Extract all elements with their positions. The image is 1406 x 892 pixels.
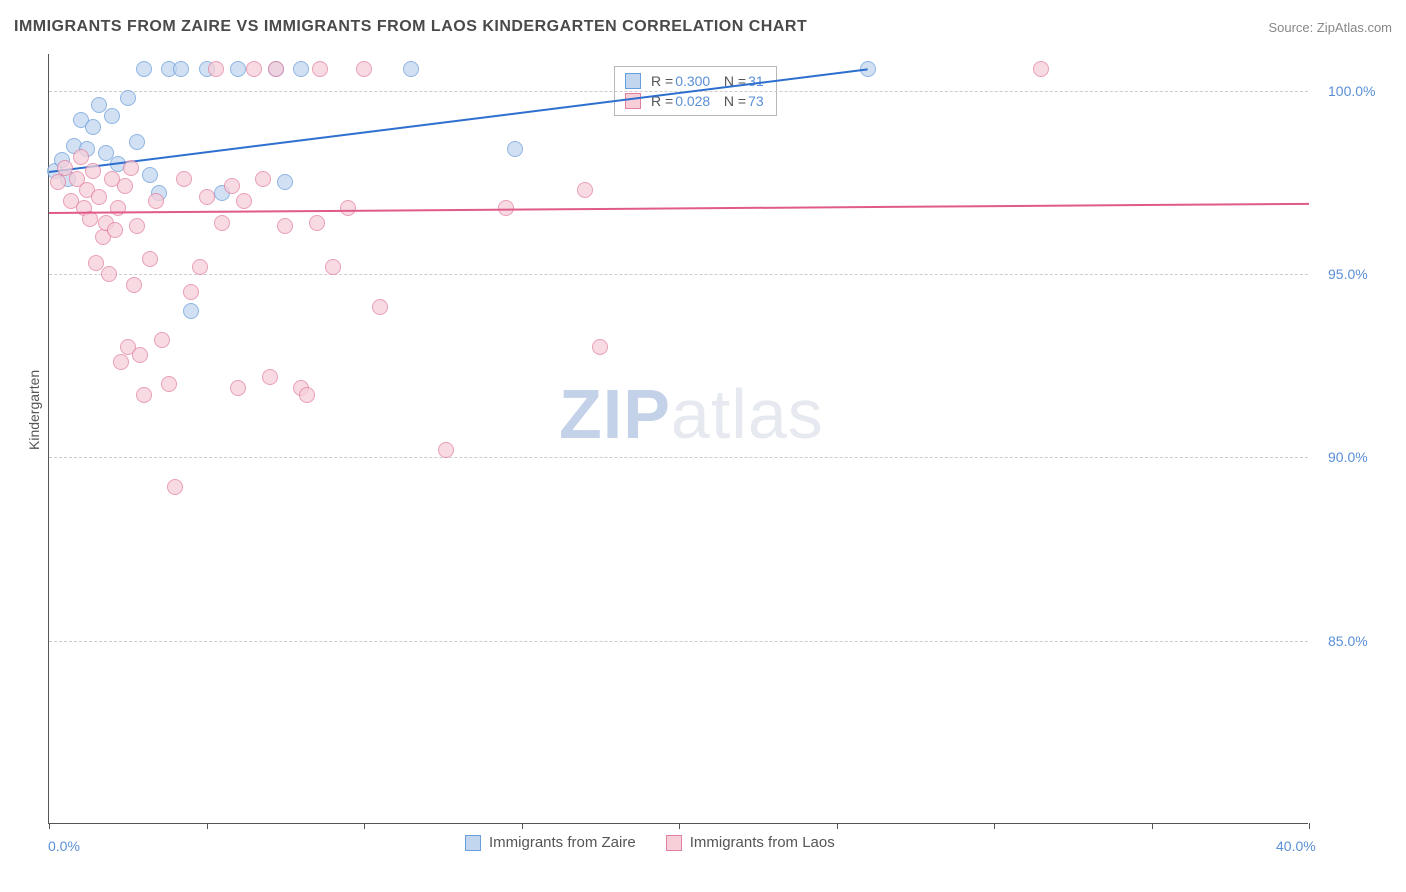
legend-text: R = 0.300 N = 31 (651, 73, 766, 89)
bottom-legend-item: Immigrants from Laos (666, 834, 835, 851)
data-point (438, 442, 454, 458)
x-tick (522, 823, 523, 829)
data-point (104, 108, 120, 124)
data-point (255, 171, 271, 187)
data-point (117, 178, 133, 194)
data-point (312, 61, 328, 77)
data-point (85, 119, 101, 135)
data-point (236, 193, 252, 209)
y-axis-label: Kindergarten (26, 370, 42, 450)
y-gridline (49, 641, 1308, 642)
legend-swatch (625, 73, 641, 89)
data-point (199, 189, 215, 205)
data-point (224, 178, 240, 194)
y-tick-label: 90.0% (1328, 449, 1368, 465)
data-point (372, 299, 388, 315)
data-point (183, 284, 199, 300)
watermark: ZIPatlas (559, 374, 824, 454)
series-legend: Immigrants from Zaire Immigrants from Lao… (465, 834, 835, 851)
data-point (293, 61, 309, 77)
data-point (214, 215, 230, 231)
data-point (161, 376, 177, 392)
legend-text: R = 0.028 N = 73 (651, 93, 766, 109)
data-point (356, 61, 372, 77)
data-point (107, 222, 123, 238)
data-point (167, 479, 183, 495)
data-point (340, 200, 356, 216)
data-point (403, 61, 419, 77)
y-tick-label: 95.0% (1328, 266, 1368, 282)
x-tick (679, 823, 680, 829)
data-point (230, 380, 246, 396)
y-gridline (49, 457, 1308, 458)
data-point (299, 387, 315, 403)
data-point (142, 251, 158, 267)
data-point (208, 61, 224, 77)
data-point (113, 354, 129, 370)
bottom-legend-label: Immigrants from Zaire (489, 834, 636, 851)
data-point (592, 339, 608, 355)
data-point (246, 61, 262, 77)
data-point (577, 182, 593, 198)
bottom-legend-item: Immigrants from Zaire (465, 834, 636, 851)
header-bar: IMMIGRANTS FROM ZAIRE VS IMMIGRANTS FROM… (14, 18, 1392, 36)
legend-row: R = 0.300 N = 31 (625, 71, 766, 91)
data-point (262, 369, 278, 385)
y-tick-label: 100.0% (1328, 83, 1375, 99)
data-point (277, 174, 293, 190)
x-tick (207, 823, 208, 829)
watermark-suffix: atlas (671, 375, 824, 453)
data-point (142, 167, 158, 183)
data-point (120, 90, 136, 106)
legend-swatch (625, 93, 641, 109)
data-point (50, 174, 66, 190)
y-gridline (49, 274, 1308, 275)
x-tick (994, 823, 995, 829)
data-point (101, 266, 117, 282)
data-point (183, 303, 199, 319)
data-point (136, 61, 152, 77)
data-point (73, 149, 89, 165)
chart-plot-area: ZIPatlas R = 0.300 N = 31 R = 0.028 N = 7… (48, 54, 1308, 824)
legend-swatch (666, 835, 682, 851)
trend-line (49, 69, 868, 174)
data-point (85, 163, 101, 179)
watermark-prefix: ZIP (559, 375, 671, 453)
data-point (91, 189, 107, 205)
data-point (230, 61, 246, 77)
data-point (277, 218, 293, 234)
data-point (192, 259, 208, 275)
data-point (154, 332, 170, 348)
data-point (129, 134, 145, 150)
data-point (110, 200, 126, 216)
y-tick-label: 85.0% (1328, 633, 1368, 649)
data-point (173, 61, 189, 77)
x-tick-label: 0.0% (48, 838, 80, 854)
x-tick (1309, 823, 1310, 829)
x-tick (1152, 823, 1153, 829)
data-point (129, 218, 145, 234)
data-point (325, 259, 341, 275)
chart-title: IMMIGRANTS FROM ZAIRE VS IMMIGRANTS FROM… (14, 18, 807, 36)
x-tick (837, 823, 838, 829)
data-point (1033, 61, 1049, 77)
x-tick (49, 823, 50, 829)
x-tick-label: 40.0% (1276, 838, 1316, 854)
data-point (507, 141, 523, 157)
data-point (132, 347, 148, 363)
data-point (136, 387, 152, 403)
source-label: Source: ZipAtlas.com (1268, 20, 1392, 35)
legend-row: R = 0.028 N = 73 (625, 91, 766, 111)
data-point (148, 193, 164, 209)
data-point (268, 61, 284, 77)
data-point (123, 160, 139, 176)
data-point (176, 171, 192, 187)
bottom-legend-label: Immigrants from Laos (690, 834, 835, 851)
data-point (309, 215, 325, 231)
data-point (126, 277, 142, 293)
legend-swatch (465, 835, 481, 851)
x-tick (364, 823, 365, 829)
